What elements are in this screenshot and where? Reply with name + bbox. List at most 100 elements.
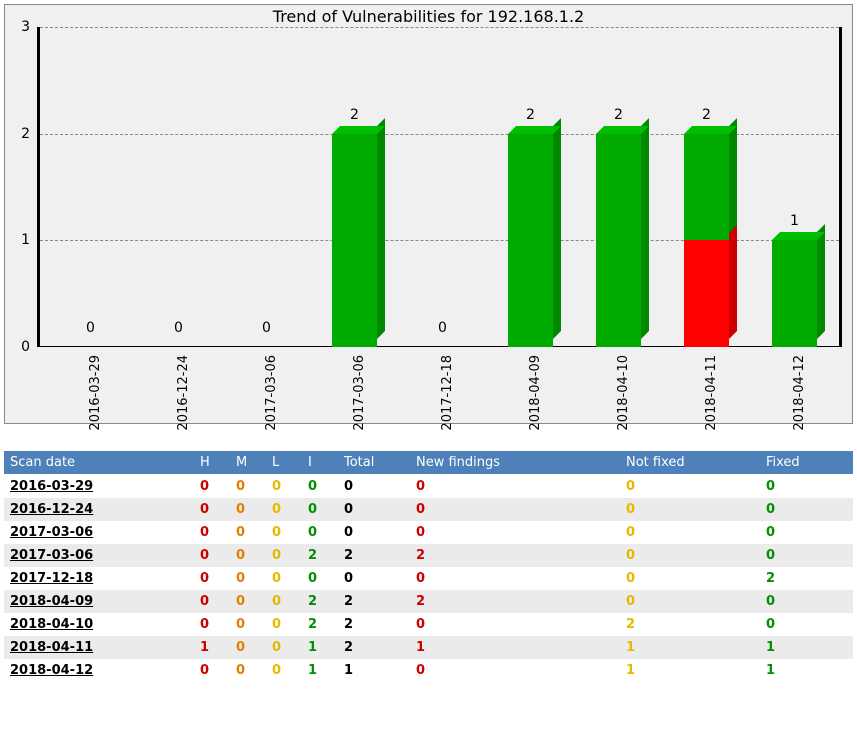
scan-date-link[interactable]: 2016-12-24 [10,502,93,517]
table-cell: 0 [194,544,230,567]
table-cell: 0 [230,636,266,659]
table-cell: 0 [230,475,266,499]
bar-value-label: 2 [526,107,535,123]
table-cell: 2 [338,613,410,636]
table-cell: 0 [410,659,620,682]
vuln-trend-chart: Trend of Vulnerabilities for 192.168.1.2… [4,4,853,424]
table-header-cell: Fixed [760,451,853,475]
bar: 2 [596,27,641,347]
x-tick-label: 2016-12-24 [176,355,191,431]
table-cell: 2 [410,590,620,613]
scan-date-cell: 2018-04-11 [4,636,194,659]
table-cell: 1 [760,659,853,682]
table-cell: 0 [338,567,410,590]
x-tick-label: 2018-04-10 [616,355,631,431]
table-cell: 1 [410,636,620,659]
table-cell: 0 [266,521,302,544]
bar-value-label: 1 [790,213,799,229]
table-header-row: Scan dateHMLITotalNew findingsNot fixedF… [4,451,853,475]
bar-value-label: 2 [350,107,359,123]
table-cell: 1 [302,659,338,682]
scan-date-cell: 2016-12-24 [4,498,194,521]
table-cell: 0 [266,567,302,590]
table-header-cell: M [230,451,266,475]
table-cell: 0 [230,659,266,682]
x-tick-label: 2018-04-11 [704,355,719,431]
table-cell: 0 [302,498,338,521]
scan-date-cell: 2017-03-06 [4,544,194,567]
bar: 0 [420,27,465,347]
bar: 0 [244,27,289,347]
table-cell: 0 [266,590,302,613]
table-cell: 0 [266,613,302,636]
table-cell: 2 [302,544,338,567]
table-cell: 0 [760,521,853,544]
y-tick-label: 0 [8,339,30,355]
table-cell: 0 [194,475,230,499]
scan-date-link[interactable]: 2018-04-10 [10,617,93,632]
scan-date-link[interactable]: 2017-12-18 [10,571,93,586]
x-tick-label: 2017-03-06 [264,355,279,431]
table-cell: 0 [410,498,620,521]
table-cell: 0 [338,475,410,499]
bar: 2 [684,27,729,347]
table-cell: 0 [266,544,302,567]
table-row: 2017-03-0600022200 [4,544,853,567]
table-cell: 0 [410,475,620,499]
table-cell: 0 [194,613,230,636]
table-cell: 2 [302,590,338,613]
table-cell: 2 [338,590,410,613]
table-cell: 0 [620,475,760,499]
table-row: 2018-04-1200011011 [4,659,853,682]
table-cell: 0 [266,498,302,521]
table-row: 2018-04-1000022020 [4,613,853,636]
table-row: 2016-12-2400000000 [4,498,853,521]
table-cell: 0 [230,613,266,636]
table-cell: 0 [302,521,338,544]
table-cell: 0 [194,498,230,521]
table-cell: 1 [620,636,760,659]
table-cell: 0 [302,475,338,499]
table-header-cell: L [266,451,302,475]
bar: 0 [68,27,113,347]
table-row: 2017-03-0600000000 [4,521,853,544]
scan-date-link[interactable]: 2017-03-06 [10,525,93,540]
table-cell: 0 [302,567,338,590]
table-header-cell: Scan date [4,451,194,475]
table-cell: 0 [620,544,760,567]
table-cell: 0 [266,659,302,682]
table-row: 2016-03-2900000000 [4,475,853,499]
scan-date-link[interactable]: 2018-04-11 [10,640,93,655]
x-tick-label: 2016-03-29 [88,355,103,431]
scan-date-cell: 2018-04-10 [4,613,194,636]
table-header-cell: Total [338,451,410,475]
table-cell: 1 [194,636,230,659]
table-cell: 0 [230,544,266,567]
table-row: 2018-04-1110012111 [4,636,853,659]
table-cell: 0 [194,521,230,544]
bar-value-label: 0 [174,320,183,336]
table-header-cell: I [302,451,338,475]
bar-value-label: 0 [86,320,95,336]
bar-value-label: 2 [702,107,711,123]
bar-value-label: 0 [438,320,447,336]
scan-date-link[interactable]: 2016-03-29 [10,479,93,494]
scan-date-link[interactable]: 2018-04-12 [10,663,93,678]
bar-value-label: 0 [262,320,271,336]
table-cell: 0 [760,544,853,567]
table-cell: 0 [620,521,760,544]
scan-date-link[interactable]: 2017-03-06 [10,548,93,563]
table-cell: 0 [194,590,230,613]
bar: 1 [772,27,817,347]
scan-date-link[interactable]: 2018-04-09 [10,594,93,609]
table-cell: 1 [620,659,760,682]
table-cell: 0 [760,590,853,613]
table-cell: 1 [338,659,410,682]
scan-date-cell: 2016-03-29 [4,475,194,499]
table-cell: 0 [410,521,620,544]
table-cell: 1 [760,636,853,659]
table-cell: 0 [620,567,760,590]
x-tick-label: 2018-04-09 [528,355,543,431]
table-cell: 0 [194,567,230,590]
table-cell: 0 [760,613,853,636]
